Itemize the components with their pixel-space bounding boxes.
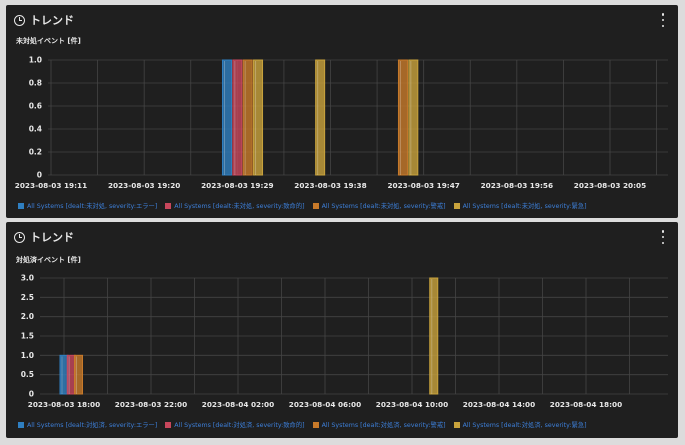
legend-swatch [165,202,172,209]
legend-item[interactable]: All Systems [dealt:未対処, severity:警戒] [312,201,446,210]
clock-icon [14,231,25,243]
x-tick-label: 2023-08-03 19:47 [387,181,459,190]
legend-swatch [453,202,460,209]
y-tick-label: 0 [37,171,42,180]
y-tick-label: 1.0 [21,351,34,360]
legend-label: All Systems [dealt:対処済, severity:致命的] [174,422,305,429]
y-tick-label: 0.4 [29,125,42,134]
x-tick-label: 2023-08-03 22:00 [115,400,187,409]
x-tick-label: 2023-08-04 14:00 [463,400,535,409]
legend-item[interactable]: All Systems [dealt:対処済, severity:警戒] [312,420,446,429]
legend-swatch [165,421,172,428]
y-tick-label: 0.6 [29,102,42,111]
y-tick-label: 3.0 [21,274,34,283]
bar[interactable] [408,59,419,176]
legend-swatch [453,421,460,428]
more-options-icon[interactable] [658,13,668,27]
y-axis-label: 対処済イベント [件] [16,256,81,264]
y-tick-label: 0.5 [21,370,34,379]
legend-item[interactable]: All Systems [dealt:未対処, severity:致命的] [165,201,305,210]
panel-header: トレンド [14,11,74,29]
panel-header: トレンド [14,228,74,246]
y-tick-label: 1.5 [21,332,34,341]
legend-label: All Systems [dealt:対処済, severity:警戒] [321,422,446,429]
x-tick-label: 2023-08-03 19:11 [15,181,87,190]
legend-swatch [18,202,24,209]
chart-legend: All Systems [dealt:対処済, severity:エラー] All… [18,420,587,429]
legend-item[interactable]: All Systems [dealt:未対処, severity:エラー] [18,201,157,210]
legend-label: All Systems [dealt:未対処, severity:致命的] [174,203,305,210]
bar-chart-unhandled: 0 0.2 0.4 0.6 0.8 1.0 2023-08-03 19:11 2023-08-… [15,56,668,190]
legend-item[interactable]: All Systems [dealt:対処済, severity:エラー] [18,420,157,429]
legend-swatch [312,202,319,209]
legend-item[interactable]: All Systems [dealt:対処済, severity:緊急] [453,420,587,429]
bar[interactable] [315,59,326,176]
legend-label: All Systems [dealt:未対処, severity:緊急] [462,203,587,210]
panel-title: トレンド [30,231,74,244]
bar[interactable] [242,59,253,176]
y-tick-label: 2.5 [21,293,34,302]
bar[interactable] [429,277,439,395]
y-tick-label: 0.8 [29,79,42,88]
legend-item[interactable]: All Systems [dealt:未対処, severity:緊急] [453,201,587,210]
bar-chart-handled: 0 0.5 1.0 1.5 2.0 2.5 3.0 2023-08-03 18:00 2023-… [21,274,668,409]
trend-panel-handled: トレンド 対処済イベント [件] 0 0.5 1.0 1.5 2.0 2.5 3.0 2023… [6,222,678,438]
trend-panel-unhandled: トレンド 未対処イベント [件] 0 0.2 0.4 0.6 0.8 1.0 2023-08… [6,5,678,218]
y-tick-label: 0.2 [29,148,42,157]
bar[interactable] [221,59,232,176]
legend-item[interactable]: All Systems [dealt:対処済, severity:致命的] [165,420,305,429]
x-tick-label: 2023-08-04 18:00 [550,400,622,409]
y-axis-label: 未対処イベント [件] [16,37,81,45]
bar[interactable] [232,59,243,176]
x-tick-label: 2023-08-03 19:20 [108,181,180,190]
x-tick-label: 2023-08-03 20:05 [574,181,646,190]
y-tick-label: 2.0 [21,312,34,321]
more-options-icon[interactable] [658,230,668,244]
y-tick-label: 1.0 [29,56,42,65]
bar[interactable] [253,59,264,176]
bar[interactable] [74,354,83,395]
bar[interactable] [397,59,408,176]
x-tick-label: 2023-08-04 06:00 [289,400,361,409]
legend-label: All Systems [dealt:対処済, severity:緊急] [462,422,587,429]
x-tick-label: 2023-08-03 19:29 [201,181,273,190]
x-tick-label: 2023-08-04 02:00 [202,400,274,409]
legend-label: All Systems [dealt:未対処, severity:警戒] [321,203,446,210]
legend-swatch [18,421,24,428]
chart-legend: All Systems [dealt:未対処, severity:エラー] All… [18,201,587,210]
clock-icon [14,14,25,26]
legend-label: All Systems [dealt:未対処, severity:エラー] [27,203,158,210]
x-tick-label: 2023-08-03 19:38 [294,181,366,190]
x-tick-label: 2023-08-04 10:00 [376,400,448,409]
legend-swatch [312,421,319,428]
x-tick-label: 2023-08-03 18:00 [28,400,100,409]
y-tick-label: 0 [29,390,34,399]
x-tick-label: 2023-08-03 19:56 [481,181,553,190]
panel-title: トレンド [30,14,74,27]
legend-label: All Systems [dealt:対処済, severity:エラー] [27,422,158,429]
